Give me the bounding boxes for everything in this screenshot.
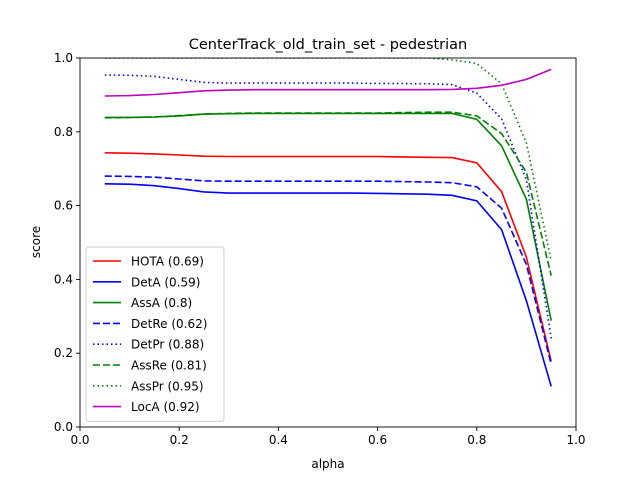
y-tick-label: 0.2	[54, 346, 73, 360]
series-line-5	[104, 111, 552, 276]
y-tick-label: 0.0	[54, 420, 73, 434]
x-tick-label: 0.8	[467, 433, 486, 447]
legend-label: DetA (0.59)	[131, 275, 200, 289]
series-lines	[104, 58, 552, 387]
series-line-3	[104, 175, 552, 365]
series-line-6	[104, 58, 552, 262]
x-tick-label: 0.2	[170, 433, 189, 447]
legend-label: DetRe (0.62)	[131, 317, 207, 331]
series-line-7	[104, 68, 552, 97]
x-tick-label: 0.6	[368, 433, 387, 447]
legend-label: AssPr (0.95)	[131, 379, 204, 393]
y-tick-label: 0.6	[54, 199, 73, 213]
y-tick-label: 0.8	[54, 125, 73, 139]
legend-label: AssA (0.8)	[131, 296, 192, 310]
legend-label: DetPr (0.88)	[131, 338, 204, 352]
x-tick-label: 0.4	[269, 433, 288, 447]
x-tick-label: 1.0	[566, 433, 585, 447]
legend: HOTA (0.69) DetA (0.59) AssA (0.8) DetRe (0…	[85, 246, 225, 422]
plot-area: 0.0 0.2 0.4 0.6 0.8 1.0 0.0 0.2 0.4 0.6 0.8 1.0	[54, 51, 586, 447]
legend-label: HOTA (0.69)	[131, 255, 204, 269]
y-axis-label: score	[29, 226, 43, 258]
series-line-1	[104, 183, 552, 387]
y-tick-label: 0.4	[54, 272, 73, 286]
chart-title: CenterTrack_old_train_set - pedestrian	[189, 37, 468, 53]
series-line-4	[104, 74, 552, 339]
x-tick-label: 0.0	[70, 433, 89, 447]
legend-box	[85, 246, 225, 422]
y-tick-label: 1.0	[54, 51, 73, 65]
x-axis-label: alpha	[311, 457, 344, 471]
legend-label: LocA (0.92)	[131, 400, 200, 414]
axes-frame	[79, 57, 577, 428]
legend-label: AssRe (0.81)	[131, 359, 207, 373]
series-line-0	[104, 152, 552, 362]
